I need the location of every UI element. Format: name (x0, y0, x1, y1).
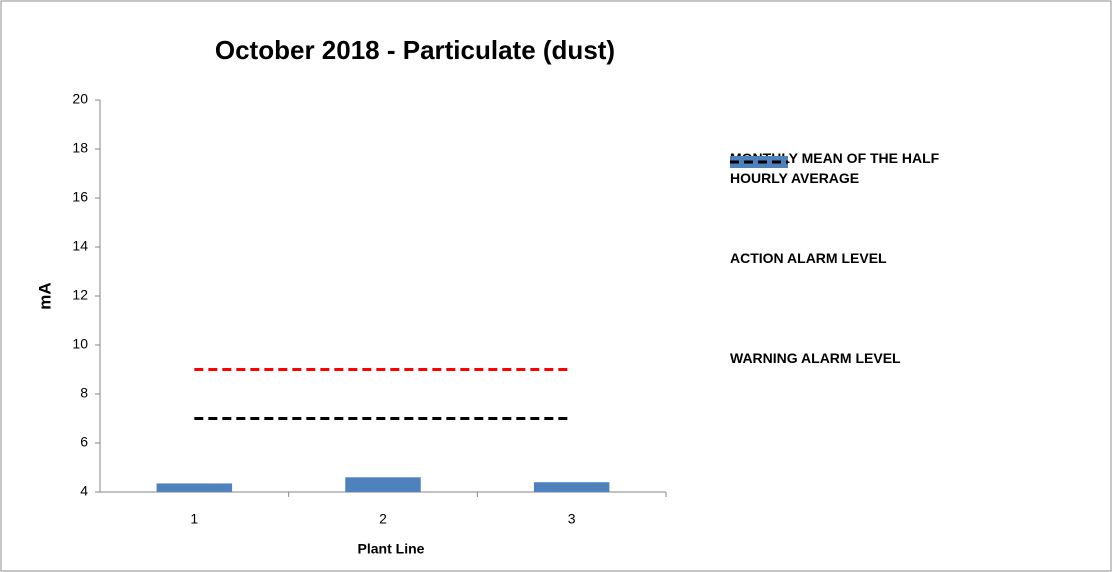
y-tick-label: 4 (80, 483, 88, 499)
x-axis-label: Plant Line (358, 541, 425, 557)
x-tick-label: 1 (190, 511, 198, 527)
y-tick-label: 20 (72, 91, 88, 107)
y-tick-label: 8 (80, 385, 88, 401)
legend-label: WARNING ALARM LEVEL (730, 350, 901, 366)
x-tick-label: 3 (568, 511, 576, 527)
y-tick-label: 10 (72, 336, 88, 352)
x-tick-label: 2 (379, 511, 387, 527)
y-tick-label: 16 (72, 189, 88, 205)
bar (533, 482, 610, 492)
legend-label: MONTHLY MEAN OF THE HALF HOURLY AVERAGE (730, 150, 940, 186)
bar (156, 483, 233, 492)
legend-label: ACTION ALARM LEVEL (730, 250, 887, 266)
y-tick-label: 18 (72, 140, 88, 156)
bar (345, 477, 421, 492)
y-tick-label: 6 (80, 434, 88, 450)
legend-item: WARNING ALARM LEVEL (730, 160, 1060, 448)
legend-key (730, 160, 788, 164)
chart-title: October 2018 - Particulate (dust) (215, 35, 615, 65)
y-axis-label: mA (35, 282, 54, 309)
legend-item: ACTION ALARM LEVEL (730, 160, 1060, 348)
legend: MONTHLY MEAN OF THE HALF HOURLY AVERAGE A… (730, 148, 1060, 448)
y-tick-label: 14 (72, 238, 88, 254)
y-tick-label: 12 (72, 287, 88, 303)
